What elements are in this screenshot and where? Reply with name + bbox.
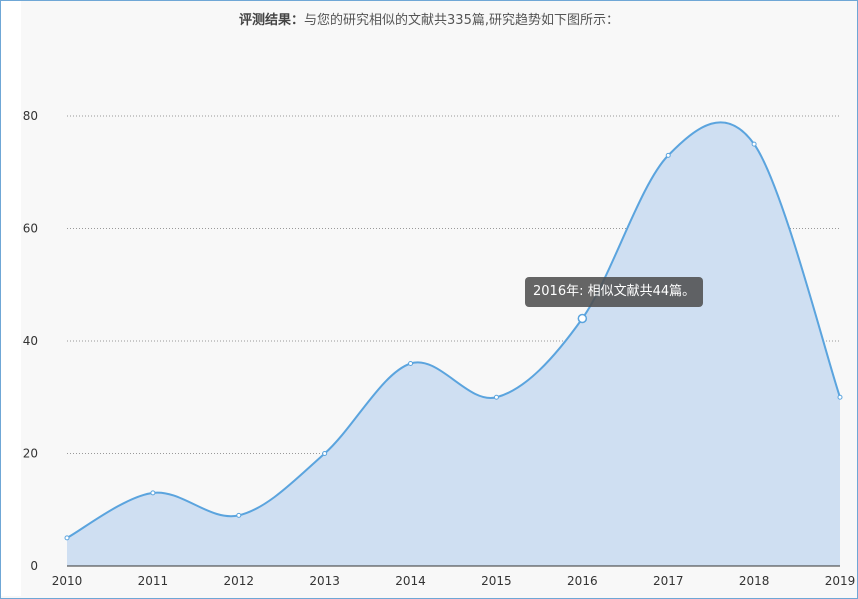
data-point[interactable] <box>408 361 414 366</box>
y-tick-label: 0 <box>30 559 38 573</box>
y-tick-label: 20 <box>23 447 38 461</box>
data-point[interactable] <box>751 141 757 147</box>
y-tick-label: 80 <box>23 109 38 123</box>
data-tooltip: 2016年: 相似文献共44篇。 <box>525 277 704 307</box>
y-tick-label: 40 <box>23 334 38 348</box>
y-axis-ticks: 0 20 40 60 80 <box>23 109 38 573</box>
data-point[interactable] <box>665 152 671 158</box>
x-tick-label: 2013 <box>309 574 340 588</box>
result-label: 评测结果： <box>239 13 305 28</box>
left-margin <box>1 1 21 596</box>
x-tick-label: 2010 <box>52 574 83 588</box>
x-tick-label: 2014 <box>395 574 426 588</box>
result-header: 评测结果：与您的研究相似的文献共335篇,研究趋势如下图所示： <box>0 9 858 28</box>
x-tick-label: 2012 <box>224 574 255 588</box>
y-tick-label: 60 <box>23 222 38 236</box>
data-point[interactable] <box>150 490 156 496</box>
x-tick-label: 2018 <box>739 574 770 588</box>
result-text: 与您的研究相似的文献共335篇,研究趋势如下图所示： <box>304 13 619 28</box>
x-tick-label: 2017 <box>653 574 684 588</box>
x-axis-ticks: 2010 2011 2012 2013 2014 2015 2016 2017 2018 2019 <box>52 574 856 588</box>
data-point[interactable] <box>236 512 242 518</box>
data-points <box>64 141 843 541</box>
data-point[interactable] <box>493 394 499 400</box>
x-tick-label: 2016 <box>567 574 598 588</box>
x-tick-label: 2015 <box>481 574 512 588</box>
data-point[interactable] <box>837 394 843 400</box>
data-point[interactable] <box>64 535 70 541</box>
x-tick-label: 2011 <box>138 574 169 588</box>
trend-area <box>67 122 840 566</box>
data-point[interactable] <box>322 451 328 456</box>
data-point[interactable] <box>577 313 588 324</box>
x-tick-label: 2019 <box>825 574 856 588</box>
